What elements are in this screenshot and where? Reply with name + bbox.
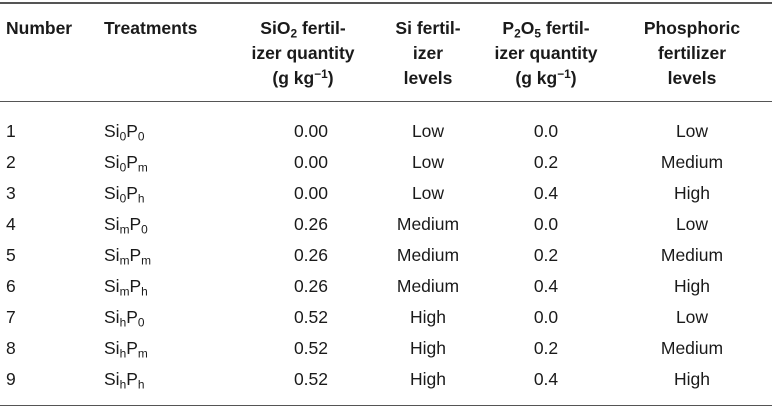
cell-sio2-quantity: 0.00 (293, 183, 328, 203)
cell-number: 2 (6, 152, 16, 172)
cell-treatment: Si0P0 (104, 121, 145, 144)
cell-number: 6 (6, 276, 16, 296)
cell-phosphoric-level: Low (675, 214, 709, 234)
cell-p2o5-quantity: 0.0 (533, 214, 559, 234)
table-row: 5 SimPm 0.26 Medium 0.2 Medium (0, 240, 772, 271)
cell-si-level: High (410, 307, 446, 327)
header-si-levels: Si fertil- izer levels (395, 18, 461, 88)
cell-phosphoric-level: Medium (660, 245, 724, 265)
table-row: 9 SihPh 0.52 High 0.4 High (0, 364, 772, 406)
cell-phosphoric-level: High (674, 369, 710, 389)
cell-si-level: Low (411, 183, 445, 203)
table-row: 1 Si0P0 0.00 Low 0.0 Low (0, 102, 772, 148)
cell-p2o5-quantity: 0.2 (533, 245, 559, 265)
header-number: Number (6, 18, 73, 38)
header-treatments: Treatments (104, 18, 198, 38)
table-row: 3 Si0Ph 0.00 Low 0.4 High (0, 178, 772, 209)
cell-p2o5-quantity: 0.0 (533, 307, 559, 327)
cell-si-level: High (410, 338, 446, 358)
cell-sio2-quantity: 0.26 (293, 245, 328, 265)
header-phosphoric-levels: Phosphoric fertilizer levels (643, 18, 741, 88)
table-body: 1 Si0P0 0.00 Low 0.0 Low 2 Si0Pm 0.00 Low 0.2 Mediu… (0, 102, 772, 406)
table-row: 6 SimPh 0.26 Medium 0.4 High (0, 271, 772, 302)
cell-p2o5-quantity: 0.4 (533, 369, 559, 389)
cell-treatment: Si0Pm (104, 152, 148, 175)
table-row: 2 Si0Pm 0.00 Low 0.2 Medium (0, 147, 772, 178)
cell-number: 5 (6, 245, 16, 265)
cell-sio2-quantity: 0.26 (293, 214, 328, 234)
cell-number: 1 (6, 121, 16, 141)
cell-sio2-quantity: 0.52 (293, 307, 328, 327)
cell-si-level: Medium (396, 276, 460, 296)
table-header: Number Treatments SiO2 fertil- izer quan… (0, 3, 772, 102)
cell-sio2-quantity: 0.00 (293, 121, 328, 141)
cell-p2o5-quantity: 0.0 (533, 121, 559, 141)
cell-number: 4 (6, 214, 16, 234)
cell-p2o5-quantity: 0.4 (533, 276, 559, 296)
cell-treatment: Si0Ph (104, 183, 145, 206)
cell-treatment: SimPm (104, 245, 152, 268)
cell-treatment: SimP0 (104, 214, 148, 237)
cell-phosphoric-level: High (674, 276, 710, 296)
cell-treatment: SimPh (104, 276, 148, 299)
cell-sio2-quantity: 0.52 (293, 338, 328, 358)
header-row: Number Treatments SiO2 fertil- izer quan… (0, 3, 772, 102)
table-row: 8 SihPm 0.52 High 0.2 Medium (0, 333, 772, 364)
cell-number: 8 (6, 338, 16, 358)
header-p2o5-quantity: P2O5 fertil- izer quantity (g kg−1) (494, 18, 598, 88)
cell-phosphoric-level: Medium (660, 338, 724, 358)
cell-phosphoric-level: Medium (660, 152, 724, 172)
cell-p2o5-quantity: 0.4 (533, 183, 559, 203)
cell-sio2-quantity: 0.26 (293, 276, 328, 296)
cell-si-level: Low (411, 121, 445, 141)
cell-si-level: Medium (396, 245, 460, 265)
cell-phosphoric-level: Low (675, 121, 709, 141)
cell-treatment: SihP0 (104, 307, 145, 330)
table-row: 7 SihP0 0.52 High 0.0 Low (0, 302, 772, 333)
cell-sio2-quantity: 0.52 (293, 369, 328, 389)
cell-p2o5-quantity: 0.2 (533, 152, 559, 172)
cell-number: 3 (6, 183, 16, 203)
cell-si-level: High (410, 369, 446, 389)
cell-number: 7 (6, 307, 16, 327)
cell-treatment: SihPm (104, 338, 148, 361)
cell-number: 9 (6, 369, 16, 389)
cell-sio2-quantity: 0.00 (293, 152, 328, 172)
header-sio2-quantity: SiO2 fertil- izer quantity (g kg−1) (251, 18, 355, 88)
cell-phosphoric-level: High (674, 183, 710, 203)
table-row: 4 SimP0 0.26 Medium 0.0 Low (0, 209, 772, 240)
cell-si-level: Low (411, 152, 445, 172)
cell-treatment: SihPh (104, 369, 145, 392)
cell-phosphoric-level: Low (675, 307, 709, 327)
cell-si-level: Medium (396, 214, 460, 234)
cell-p2o5-quantity: 0.2 (533, 338, 559, 358)
